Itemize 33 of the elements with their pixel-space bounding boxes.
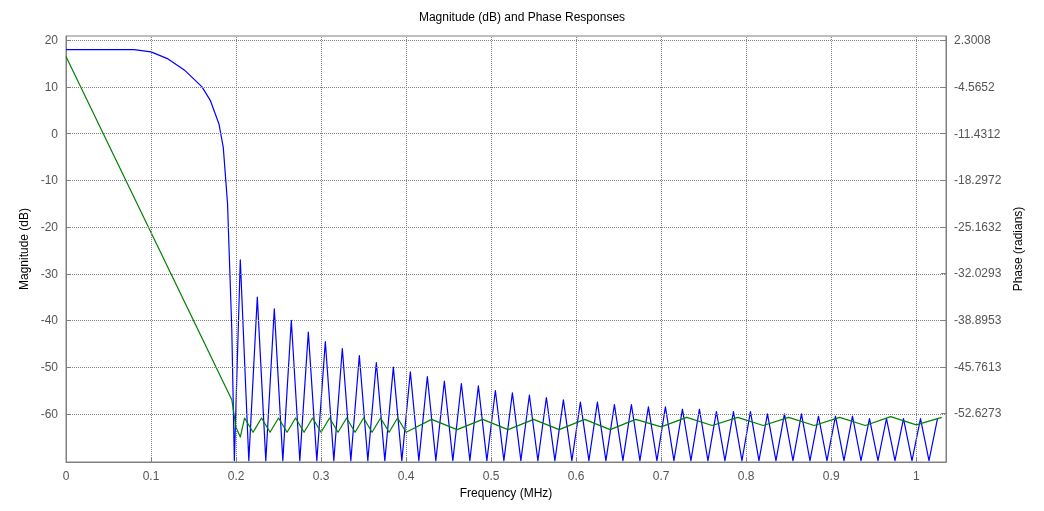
y-tick-label: 20	[44, 33, 59, 48]
x-tick-label: 0.4	[397, 469, 415, 483]
x-axis-title: Frequency (MHz)	[459, 485, 553, 500]
y-tick-label: -60	[40, 406, 59, 421]
x-tick-label: 0.8	[737, 469, 755, 483]
y2-tick-label: -52.6273	[954, 406, 1002, 421]
y2-tick-label: -25.1632	[954, 219, 1002, 234]
y-tick-label: 10	[44, 79, 59, 94]
y2-tick-label: -38.8953	[954, 313, 1002, 328]
y-tick-label: 0	[51, 126, 59, 141]
y2-tick-label: -4.5652	[954, 79, 996, 94]
y-tick-label: -30	[40, 266, 59, 281]
y-tick-label: -10	[40, 173, 59, 188]
y2-tick-label: -11.4312	[954, 126, 1001, 141]
y-tick-label: -50	[40, 360, 59, 375]
x-tick-label: 0.7	[652, 469, 670, 483]
x-tick-label: 0	[62, 469, 70, 483]
y2-tick-label: -18.2972	[954, 173, 1002, 188]
x-tick-label: 0.5	[482, 469, 500, 483]
x-tick-label: 0.1	[142, 469, 160, 483]
x-tick-label: 0.2	[227, 469, 245, 483]
y2-axis-title: Phase (radians)	[1011, 206, 1026, 292]
y-axis-title: Magnitude (dB)	[16, 207, 31, 291]
x-tick-label: 1	[912, 469, 920, 483]
y-tick-label: -20	[40, 220, 59, 235]
y2-tick-label: -32.0293	[954, 266, 1002, 281]
x-tick-label: 0.6	[567, 469, 585, 483]
x-tick-label: 0.3	[312, 469, 330, 483]
x-tick-label: 0.9	[822, 469, 840, 483]
y2-tick-label: 2.3008	[954, 33, 992, 48]
y-tick-label: -40	[40, 313, 59, 328]
chart-title: Magnitude (dB) and Phase Responses	[418, 10, 626, 24]
y2-tick-label: -45.7613	[954, 359, 1002, 374]
